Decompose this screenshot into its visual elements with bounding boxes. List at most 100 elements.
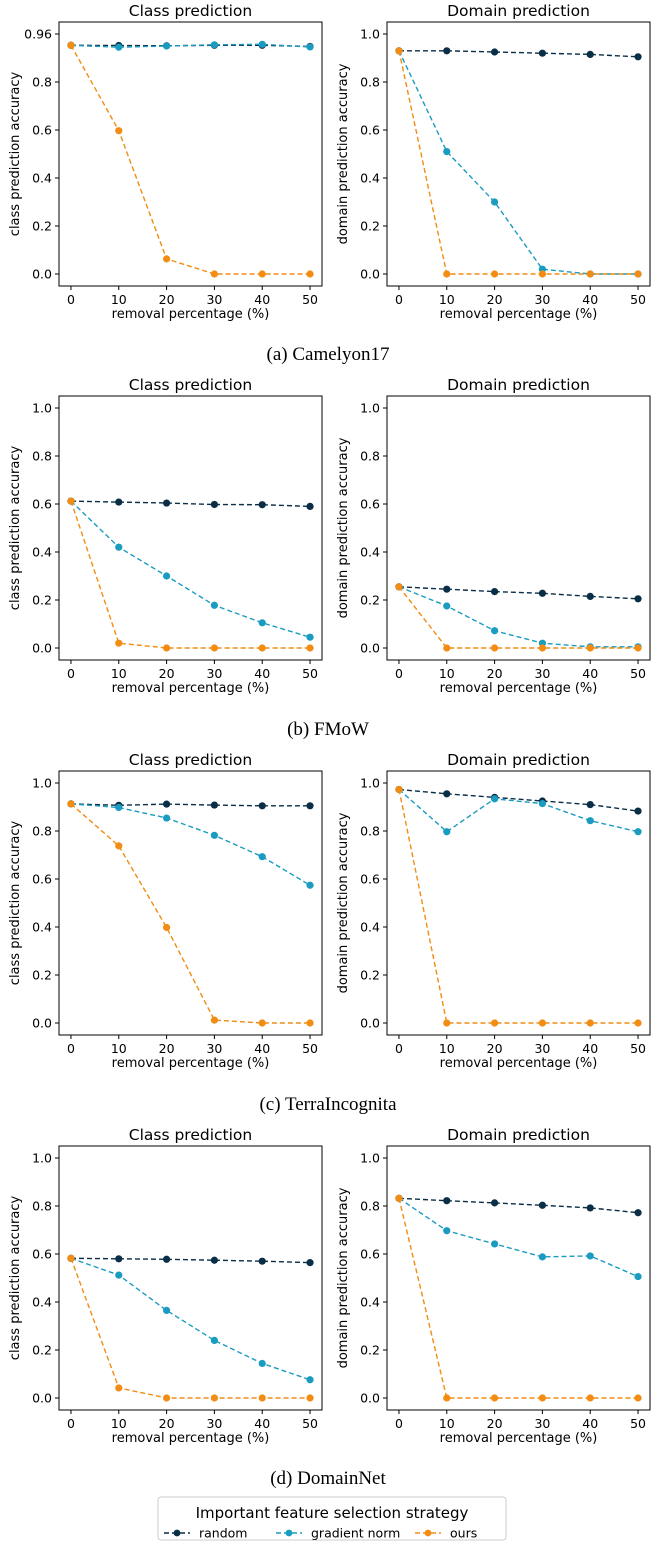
y-tick-label: 0.0 [32, 1391, 52, 1406]
data-point-gradient-norm [443, 148, 451, 156]
data-point-random [306, 1259, 314, 1267]
data-point-gradient-norm [162, 1306, 171, 1314]
plot-title: Domain prediction [447, 751, 590, 769]
y-tick-label: 1.0 [32, 776, 52, 791]
y-axis-label: class prediction accuracy [8, 820, 23, 985]
data-point-gradient-norm [586, 1252, 594, 1260]
x-tick-label: 40 [582, 292, 598, 307]
data-point-ours [443, 1394, 451, 1402]
data-point-gradient-norm [258, 853, 266, 861]
data-point-ours [586, 644, 594, 652]
x-tick-label: 10 [439, 292, 455, 307]
data-point-gradient-norm [538, 1253, 547, 1261]
plot-title: Domain prediction [447, 1126, 590, 1144]
y-tick-label: 0.4 [360, 545, 380, 560]
series-line-ours [398, 1198, 638, 1399]
data-point-random [210, 500, 219, 509]
subfigure-caption: (a) Camelyon17 [267, 344, 390, 365]
y-axis-label: class prediction accuracy [8, 1195, 23, 1360]
x-tick-label: 20 [159, 1041, 175, 1056]
data-point-ours [258, 1394, 266, 1402]
y-tick-label: 1.0 [360, 401, 380, 416]
data-point-ours [586, 1019, 594, 1027]
data-point-gradient-norm [210, 1336, 219, 1344]
data-point-ours [258, 644, 266, 652]
y-tick-label: 0.0 [32, 267, 52, 282]
x-tick-label: 40 [254, 292, 270, 307]
data-point-random [258, 1257, 266, 1265]
y-tick-label: 0.6 [32, 123, 52, 138]
y-tick-label: 0.8 [32, 1199, 52, 1214]
data-point-ours [586, 1394, 594, 1402]
data-point-ours [162, 923, 171, 932]
data-point-ours [395, 1194, 403, 1202]
x-axis-label: removal percentage (%) [440, 681, 598, 696]
data-point-ours [538, 1019, 547, 1027]
chart-camelyon17-domain: Domain prediction 0.0 0.2 0.4 0.6 0.8 1.0 0 10 20… [336, 2, 651, 322]
y-tick-label: 0.0 [360, 1016, 380, 1031]
data-point-ours [306, 644, 314, 652]
data-point-gradient-norm [306, 43, 314, 51]
y-tick-label: 0.8 [32, 75, 52, 90]
y-tick-label: 0.6 [32, 497, 52, 512]
data-point-ours [210, 644, 219, 652]
data-point-ours [115, 127, 123, 135]
x-tick-label: 40 [582, 666, 598, 681]
data-point-random [306, 502, 314, 510]
y-tick-label: 0.4 [32, 1295, 52, 1310]
data-point-ours [258, 270, 266, 278]
x-tick-label: 50 [302, 666, 318, 681]
axes-frame [58, 21, 323, 287]
y-tick-label: 0.6 [360, 123, 380, 138]
plot-title: Class prediction [129, 2, 252, 20]
data-point-gradient-norm [115, 43, 123, 51]
data-point-gradient-norm [538, 800, 547, 808]
legend-marker [285, 1529, 293, 1537]
data-point-gradient-norm [634, 1272, 642, 1281]
x-tick-label: 0 [67, 666, 75, 681]
data-point-random [443, 47, 451, 55]
data-point-ours [306, 270, 314, 278]
data-point-gradient-norm [490, 1240, 499, 1248]
y-tick-label: 0.2 [32, 1343, 52, 1358]
data-point-random [210, 801, 219, 809]
chart-terraincognita-class: Class prediction 0.0 0.2 0.4 0.6 0.8 1.0 0 10 20 3… [8, 751, 323, 1071]
legend-marker [424, 1529, 432, 1537]
data-point-random [490, 588, 499, 596]
axes-frame [386, 395, 651, 661]
data-point-gradient-norm [162, 42, 171, 50]
y-tick-label: 1.0 [360, 776, 380, 791]
series-line-random [70, 500, 311, 508]
data-point-random [162, 499, 171, 507]
data-point-ours [67, 41, 75, 49]
x-tick-label: 30 [534, 292, 550, 307]
data-point-ours [490, 270, 499, 278]
series-line-gradient-norm [398, 50, 638, 275]
x-tick-label: 50 [302, 1416, 318, 1431]
x-tick-label: 30 [206, 292, 222, 307]
data-point-random [538, 589, 547, 597]
data-point-random [634, 807, 642, 815]
x-axis-label: removal percentage (%) [112, 307, 270, 322]
series-line-random [398, 586, 639, 600]
x-tick-label: 0 [67, 1041, 75, 1056]
series-line-gradient-norm [398, 788, 639, 833]
x-tick-label: 20 [487, 292, 503, 307]
series-line-random [399, 50, 639, 58]
series-line-gradient-norm [70, 803, 311, 886]
data-point-ours [538, 270, 547, 278]
y-tick-label: 0.4 [360, 920, 380, 935]
data-point-ours [634, 1019, 642, 1027]
y-tick-label: 0.2 [32, 968, 52, 983]
data-point-gradient-norm [306, 1376, 314, 1384]
data-point-gradient-norm [306, 633, 314, 641]
legend-title: Important feature selection strategy [196, 1504, 469, 1522]
data-point-gradient-norm [490, 795, 499, 803]
x-tick-label: 50 [630, 1416, 646, 1431]
data-point-random [306, 802, 314, 810]
data-point-random [258, 501, 266, 509]
legend-marker [173, 1529, 181, 1537]
data-point-ours [306, 1394, 314, 1402]
legend-entry-label: gradient norm [311, 1526, 400, 1541]
data-point-ours [490, 644, 499, 652]
